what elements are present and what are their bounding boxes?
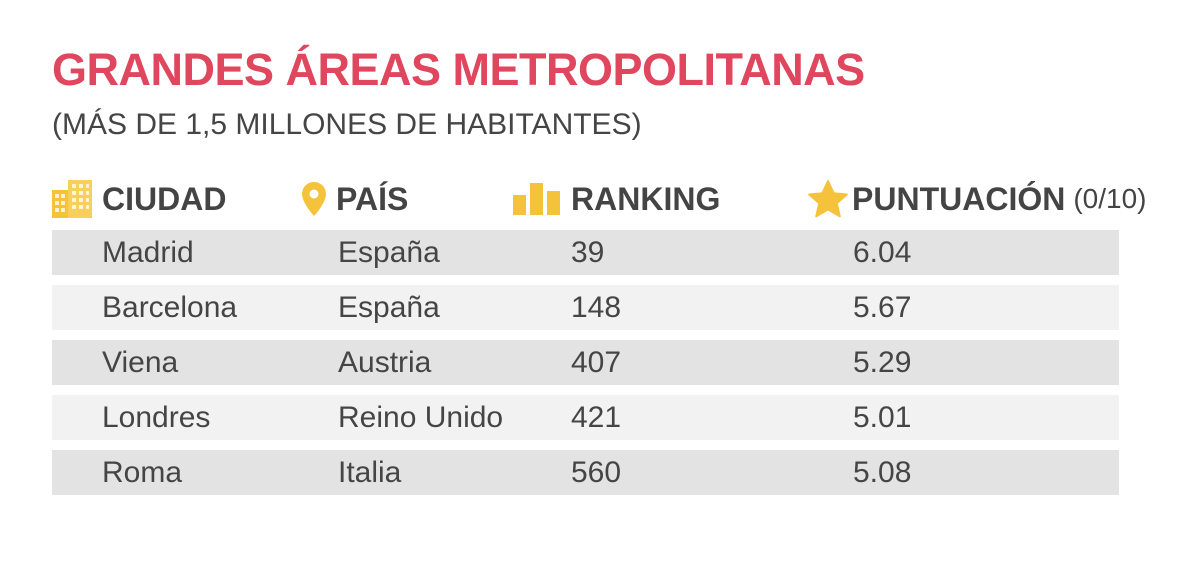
data-table: Madrid España 39 6.04 Barcelona España 1… [52,230,1119,505]
table-row: Roma Italia 560 5.08 [52,450,1119,495]
bar-chart-icon [513,183,561,215]
cell-puntuacion: 5.01 [853,401,912,434]
cell-pais: España [338,291,440,324]
header-ciudad-label: CIUDAD [102,180,227,217]
map-pin-icon [302,182,326,216]
header-puntuacion-label: PUNTUACIÓN [852,180,1066,217]
header-ranking: RANKING [513,176,720,222]
cell-pais: Austria [338,346,432,379]
cell-ciudad: Barcelona [102,291,238,324]
building-icon [52,180,92,218]
header-puntuacion-unit: (0/10) [1073,183,1147,214]
cell-ciudad: Viena [102,346,179,379]
cell-pais: España [338,236,440,269]
chart-subtitle: (MÁS DE 1,5 MILLONES DE HABITANTES) [52,108,642,141]
cell-ranking: 407 [571,346,622,379]
star-icon [808,180,848,218]
cell-ranking: 560 [571,456,622,489]
cell-pais: Reino Unido [338,401,504,434]
cell-puntuacion: 6.04 [853,236,912,269]
cell-ranking: 421 [571,401,622,434]
header-ciudad: CIUDAD [52,176,226,222]
table-row: Barcelona España 148 5.67 [52,285,1119,330]
cell-ciudad: Madrid [102,236,194,269]
header-ranking-label: RANKING [571,180,721,217]
table-row: Viena Austria 407 5.29 [52,340,1119,385]
chart-title: GRANDES ÁREAS METROPOLITANAS [52,44,865,95]
header-puntuacion: PUNTUACIÓN (0/10) [808,176,1146,222]
table-row: Londres Reino Unido 421 5.01 [52,395,1119,440]
cell-ciudad: Roma [102,456,183,489]
cell-pais: Italia [338,456,402,489]
table-row: Madrid España 39 6.04 [52,230,1119,275]
cell-ciudad: Londres [102,401,211,434]
cell-ranking: 148 [571,291,622,324]
cell-puntuacion: 5.08 [853,456,912,489]
header-pais: PAÍS [302,176,408,222]
cell-puntuacion: 5.29 [853,346,912,379]
cell-puntuacion: 5.67 [853,291,912,324]
header-pais-label: PAÍS [336,180,409,217]
cell-ranking: 39 [571,236,605,269]
